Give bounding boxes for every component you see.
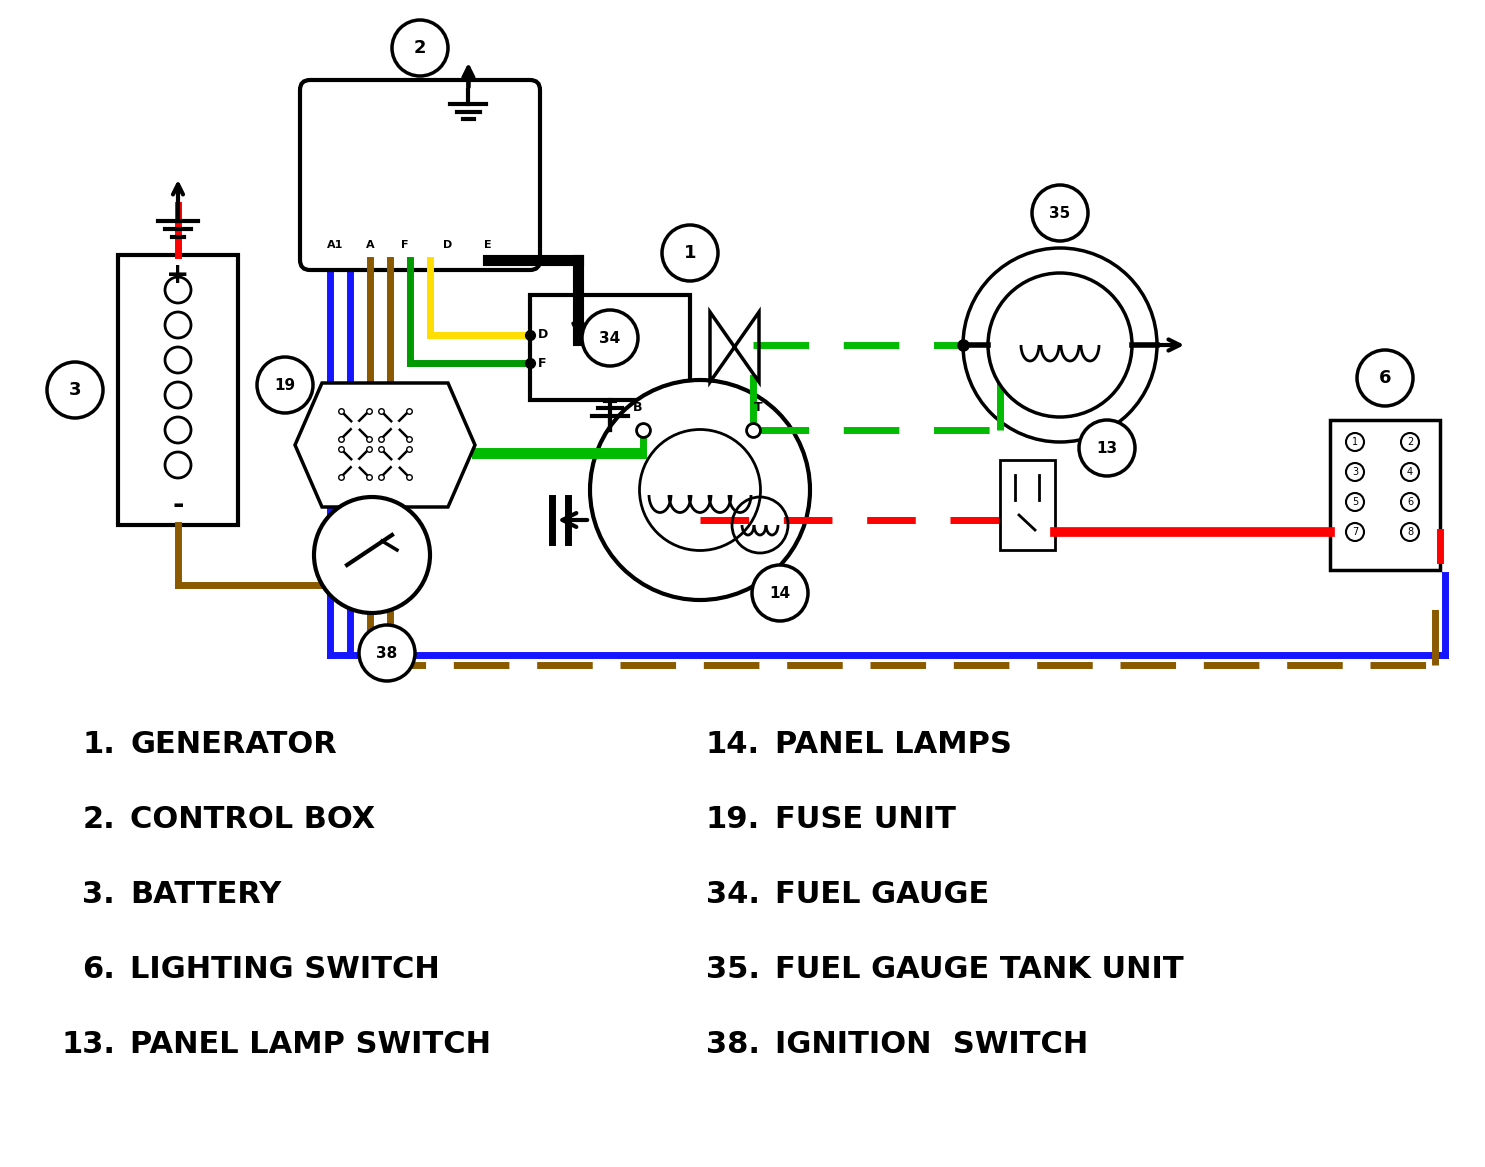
- Text: 1: 1: [683, 244, 696, 263]
- Text: 3: 3: [1351, 467, 1359, 477]
- Text: 3: 3: [68, 380, 82, 399]
- Text: FUEL GAUGE: FUEL GAUGE: [775, 880, 989, 909]
- Circle shape: [1032, 186, 1089, 242]
- Text: FUSE UNIT: FUSE UNIT: [775, 805, 956, 834]
- Circle shape: [392, 20, 448, 76]
- Circle shape: [988, 273, 1132, 417]
- Text: 34.: 34.: [705, 880, 760, 909]
- Text: 2: 2: [1406, 436, 1414, 447]
- Text: 19: 19: [275, 377, 296, 392]
- Text: 2.: 2.: [82, 805, 114, 834]
- Text: 5: 5: [1351, 497, 1359, 506]
- Text: 19.: 19.: [705, 805, 760, 834]
- FancyBboxPatch shape: [300, 81, 541, 270]
- Text: PANEL LAMP SWITCH: PANEL LAMP SWITCH: [131, 1030, 492, 1058]
- Text: T: T: [753, 401, 762, 414]
- Text: 38: 38: [376, 645, 398, 661]
- Text: 13: 13: [1096, 440, 1118, 455]
- Text: 6: 6: [1406, 497, 1414, 506]
- Circle shape: [313, 497, 431, 613]
- Text: 7: 7: [1351, 527, 1359, 537]
- Text: CONTROL BOX: CONTROL BOX: [131, 805, 376, 834]
- Text: GENERATOR: GENERATOR: [131, 731, 337, 759]
- Text: 14: 14: [769, 586, 790, 601]
- Text: E: E: [484, 240, 492, 250]
- Text: BATTERY: BATTERY: [131, 880, 281, 909]
- Circle shape: [48, 362, 102, 418]
- Text: 3.: 3.: [82, 880, 114, 909]
- Text: FUEL GAUGE TANK UNIT: FUEL GAUGE TANK UNIT: [775, 955, 1184, 984]
- Circle shape: [582, 310, 639, 366]
- Circle shape: [359, 626, 414, 682]
- Text: A1: A1: [327, 240, 343, 250]
- Circle shape: [962, 249, 1157, 442]
- Text: 34: 34: [600, 330, 621, 345]
- Text: 35: 35: [1050, 205, 1071, 221]
- Bar: [999, 460, 1054, 550]
- Circle shape: [662, 225, 719, 281]
- Circle shape: [1357, 350, 1414, 406]
- Text: F: F: [401, 240, 408, 250]
- Text: 1.: 1.: [82, 731, 114, 759]
- Text: D: D: [444, 240, 453, 250]
- Text: 14.: 14.: [705, 731, 760, 759]
- Text: D: D: [538, 328, 548, 342]
- Text: 2: 2: [414, 39, 426, 57]
- Text: 35.: 35.: [705, 955, 760, 984]
- Text: +: +: [166, 261, 190, 289]
- Bar: [117, 256, 238, 525]
- Text: 4: 4: [1406, 467, 1414, 477]
- Text: 6.: 6.: [82, 955, 114, 984]
- Text: 6: 6: [1378, 369, 1391, 387]
- Text: 1: 1: [1351, 436, 1359, 447]
- Circle shape: [590, 380, 809, 600]
- Text: LIGHTING SWITCH: LIGHTING SWITCH: [131, 955, 440, 984]
- Text: 38.: 38.: [705, 1030, 760, 1058]
- Bar: [530, 295, 691, 400]
- Text: 13.: 13.: [61, 1030, 114, 1058]
- Text: B: B: [633, 401, 643, 414]
- Text: 8: 8: [1406, 527, 1414, 537]
- Text: F: F: [538, 357, 546, 370]
- Text: IGNITION  SWITCH: IGNITION SWITCH: [775, 1030, 1089, 1058]
- Circle shape: [257, 357, 313, 413]
- Text: A: A: [365, 240, 374, 250]
- Text: -: -: [172, 491, 184, 519]
- Polygon shape: [296, 383, 475, 506]
- Text: PANEL LAMPS: PANEL LAMPS: [775, 731, 1011, 759]
- Circle shape: [751, 565, 808, 621]
- Bar: [1331, 420, 1440, 569]
- Circle shape: [1080, 420, 1135, 476]
